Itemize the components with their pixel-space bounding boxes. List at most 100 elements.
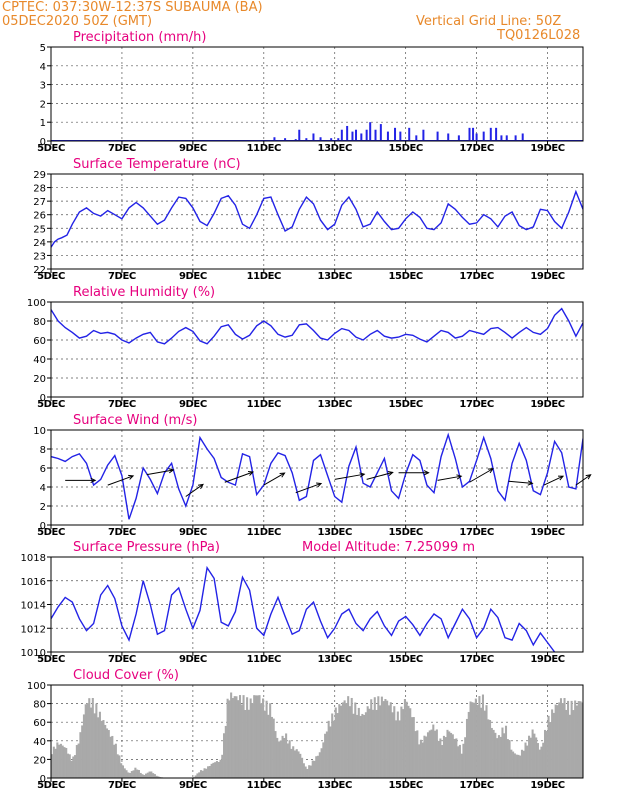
cloud-bar <box>517 754 520 778</box>
x-tick-label: 7DEC <box>108 399 136 410</box>
cloud-bar <box>572 710 575 778</box>
x-tick-label: 15DEC <box>388 399 422 410</box>
wind-vector <box>263 472 285 486</box>
cloud-bar <box>513 753 516 778</box>
x-tick-label: 13DEC <box>318 143 352 154</box>
precip-bar <box>369 122 372 141</box>
cloud-bar <box>91 697 94 778</box>
cloud-bar <box>118 755 121 778</box>
cloud-bar <box>423 735 426 778</box>
precip-bar <box>330 138 333 141</box>
wind-vector-head <box>279 472 286 478</box>
cloud-bar <box>194 775 197 778</box>
x-tick-label: 17DEC <box>459 143 493 154</box>
cloud-bar <box>441 745 444 778</box>
x-tick-label: 13DEC <box>318 271 352 282</box>
cloud-bar <box>120 763 123 778</box>
series-line-pressure <box>51 565 556 652</box>
cloud-bar <box>260 703 263 778</box>
cloud-bar <box>418 744 421 778</box>
cloud-bar <box>238 695 242 778</box>
cloud-bar <box>403 699 406 778</box>
cloud-bar <box>480 707 483 778</box>
cloud-bar <box>322 742 325 778</box>
precip-bar <box>394 127 397 141</box>
cloud-bar <box>254 695 258 778</box>
wind-vector-head <box>197 483 204 490</box>
wind-vector <box>543 475 564 486</box>
y-tick-label: 40 <box>33 737 46 748</box>
cloud-bar <box>536 743 539 778</box>
y-tick-label: 1016 <box>21 577 46 588</box>
precip-bar <box>386 131 389 141</box>
precip-bar <box>408 127 411 141</box>
panel-frame <box>50 556 584 653</box>
cloud-bar <box>136 769 139 778</box>
cloud-bar <box>442 735 445 778</box>
cloud-bar <box>111 735 114 778</box>
x-tick-label: 5DEC <box>37 399 65 410</box>
cloud-bar <box>157 776 160 778</box>
cloud-bar <box>570 700 573 778</box>
x-tick-label: 19DEC <box>530 654 564 665</box>
cloud-bar <box>199 770 203 778</box>
cloud-bar <box>104 724 107 778</box>
wind-vector <box>437 475 462 481</box>
cloud-bar <box>70 760 73 778</box>
cloud-bar <box>336 713 339 778</box>
panel-frame <box>50 173 584 270</box>
cloud-bar <box>581 702 584 778</box>
x-tick-label: 5DEC <box>37 271 65 282</box>
precip-bar <box>319 137 322 141</box>
cloud-bar <box>409 708 412 778</box>
cloud-bar <box>237 700 240 778</box>
cloud-bar <box>153 774 156 778</box>
cloud-bar <box>196 773 199 778</box>
cloud-bar <box>444 737 447 778</box>
cloud-bar <box>59 743 62 778</box>
precip-bar <box>346 125 349 141</box>
cloud-bar <box>535 737 538 778</box>
y-tick-label: 4 <box>40 62 46 73</box>
cloud-bar <box>460 753 463 778</box>
cloud-bar <box>533 733 536 778</box>
y-tick-label: 60 <box>33 718 46 729</box>
panel-title: Precipitation (mm/h) <box>73 30 206 45</box>
cloud-bar <box>214 762 217 778</box>
cloud-bar <box>61 745 64 778</box>
cloud-bar <box>325 731 328 778</box>
cloud-bar <box>565 709 568 778</box>
cloud-bar <box>412 717 415 778</box>
cloud-bar <box>476 704 479 778</box>
y-tick-label: 80 <box>33 317 46 328</box>
cloud-bar <box>274 731 277 778</box>
x-tick-label: 9DEC <box>179 780 207 791</box>
x-tick-label: 11DEC <box>247 143 281 154</box>
cloud-bar <box>297 751 300 778</box>
cloud-bar <box>554 704 557 778</box>
wind-vector <box>366 471 393 480</box>
cloud-bar <box>125 770 128 778</box>
x-tick-label: 15DEC <box>388 654 422 665</box>
wind-vector <box>575 474 591 486</box>
cloud-bar <box>483 710 486 778</box>
cloud-bar <box>473 702 476 778</box>
cloud-bar <box>382 701 385 778</box>
cloud-bar <box>485 705 488 778</box>
precip-bar <box>475 133 478 141</box>
cloud-bar <box>93 713 96 778</box>
precip-bar <box>365 129 368 141</box>
precip-bar <box>489 127 492 141</box>
cloud-bar <box>299 753 302 778</box>
cloud-bar <box>105 728 109 778</box>
y-tick-label: 1018 <box>21 553 46 564</box>
x-tick-label: 7DEC <box>108 271 136 282</box>
cloud-bar <box>253 695 256 778</box>
cloud-bar <box>343 700 346 778</box>
station-label: CPTEC: 037:30W-12:37S SUBAUMA (BA) <box>2 0 263 15</box>
cloud-bar <box>215 761 218 778</box>
y-tick-label: 2 <box>40 502 46 513</box>
precip-bar <box>340 129 343 141</box>
cloud-bar <box>357 707 360 778</box>
cloud-bar <box>130 771 133 778</box>
